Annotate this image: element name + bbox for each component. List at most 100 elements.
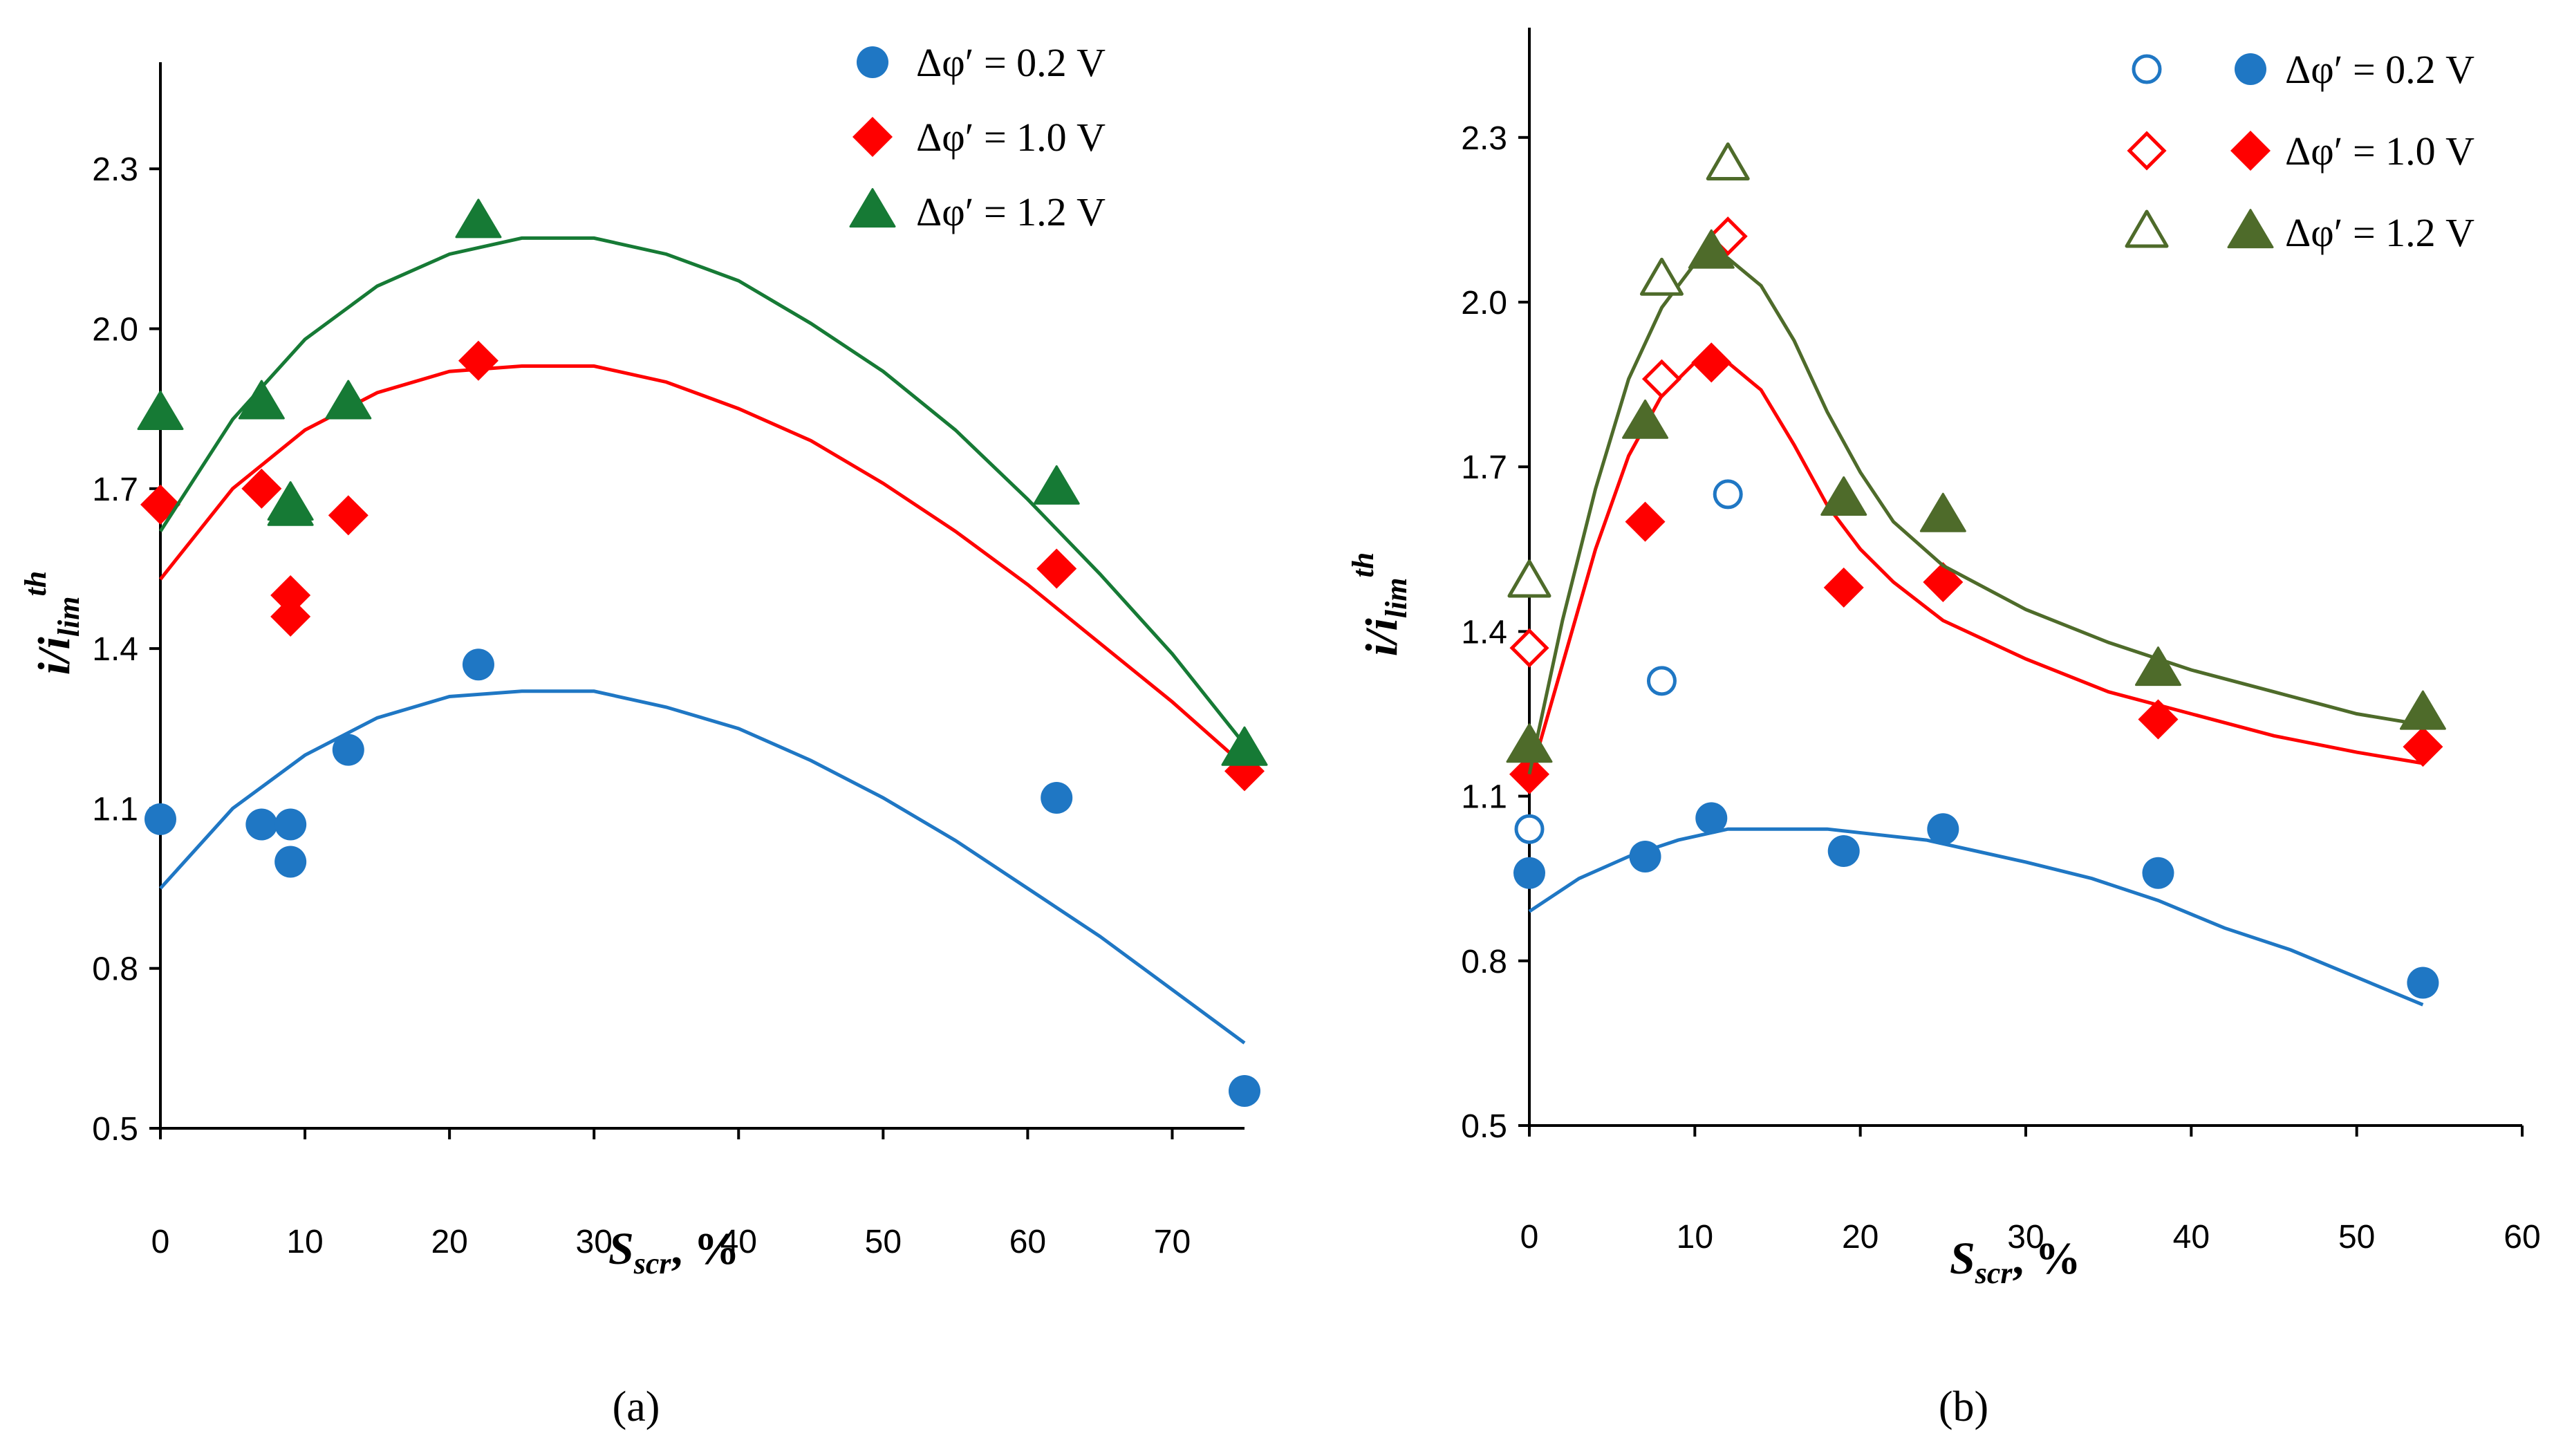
data-point <box>1919 492 1966 532</box>
data-point <box>1513 857 1545 889</box>
y-axis-label-sup: th <box>1346 552 1380 578</box>
x-tick-label: 20 <box>431 1224 467 1260</box>
legend-item-0: Δφ′ = 0.2 V <box>2132 47 2474 92</box>
data-point <box>2403 727 2443 767</box>
y-tick-label: 1.4 <box>1461 614 1507 651</box>
data-point <box>1823 567 1864 608</box>
data-point <box>1625 501 1666 542</box>
fit-line <box>159 364 1246 767</box>
series-1 <box>140 340 1265 792</box>
open-data-point <box>1509 628 1549 668</box>
x-tick-label: 60 <box>1009 1224 1046 1260</box>
x-tick-label: 40 <box>720 1224 757 1260</box>
y-axis-label-sub: lim <box>1379 578 1413 619</box>
data-point <box>1927 813 1959 846</box>
y-tick-label: 2.3 <box>92 151 138 188</box>
data-point <box>332 734 364 766</box>
fit-line <box>1527 256 2423 775</box>
x-tick-label: 20 <box>1842 1219 1879 1256</box>
data-point <box>455 198 502 239</box>
y-tick-label: 1.7 <box>1461 449 1507 486</box>
y-tick-label: 1.1 <box>92 791 138 828</box>
data-point <box>274 846 307 878</box>
x-tick-label: 0 <box>1520 1219 1539 1256</box>
x-tick-label: 40 <box>2173 1219 2210 1256</box>
y-axis-label-sub: lim <box>52 597 86 637</box>
data-point <box>145 803 176 835</box>
open-data-point <box>1507 559 1551 598</box>
data-point <box>2134 646 2181 687</box>
series-0 <box>1513 479 2439 1007</box>
data-point <box>1827 835 1860 867</box>
x-tick-label: 50 <box>865 1224 902 1260</box>
data-point <box>458 340 498 381</box>
data-point <box>1033 465 1080 505</box>
y-axis-label-main: i/i <box>1357 618 1407 657</box>
legend-label: Δφ′ = 1.0 V <box>2285 129 2474 174</box>
fit-line <box>1528 827 2424 1007</box>
data-point <box>1923 561 1964 602</box>
legend-label: Δφ′ = 0.2 V <box>916 40 1106 85</box>
data-point <box>270 575 311 615</box>
series-2 <box>1506 142 2446 775</box>
chart-a: 0.5 0.8 1.1 1.4 1.7 2.0 2.3 0 10 20 30 40 50 60 70 Sscr… <box>19 40 1268 1430</box>
data-point <box>274 808 307 841</box>
series-0 <box>145 648 1260 1108</box>
legend-item-2: Δφ′ = 1.2 V <box>849 188 1106 234</box>
x-axis-label: Sscr, % <box>608 1224 740 1280</box>
data-point <box>2407 967 2439 999</box>
y-axis-label-main: i/i <box>29 637 80 675</box>
data-point <box>328 495 369 536</box>
legend-item-2: Δφ′ = 1.2 V <box>2125 209 2474 255</box>
x-tick-label: 60 <box>2504 1219 2540 1256</box>
x-tick-label: 70 <box>1154 1224 1191 1260</box>
legend-item-1: Δφ′ = 1.0 V <box>2127 129 2474 174</box>
data-point <box>140 484 180 525</box>
data-point <box>1229 1075 1260 1108</box>
y-tick-label: 2.0 <box>92 312 138 348</box>
data-point <box>1820 476 1867 516</box>
x-axis-label-main: S <box>608 1224 634 1274</box>
open-data-point <box>1641 359 1682 399</box>
x-axis-label: Sscr, % <box>1950 1233 2081 1290</box>
legend-marker <box>2230 131 2271 171</box>
panel-label: (b) <box>1939 1383 1988 1430</box>
data-point <box>1688 229 1735 269</box>
y-axis-label: i/ilimth <box>19 571 86 675</box>
data-point <box>1041 781 1073 814</box>
y-tick-label: 0.8 <box>1461 944 1507 980</box>
chart-b: 0.5 0.8 1.1 1.4 1.7 2.0 2.3 0 10 20 30 40 50 60 Sscr, … <box>1346 28 2541 1430</box>
x-tick-label: 30 <box>2007 1219 2044 1256</box>
data-point <box>462 648 494 681</box>
x-tick-label: 50 <box>2338 1219 2375 1256</box>
legend-label: Δφ′ = 0.2 V <box>2285 47 2474 92</box>
data-point <box>2399 690 2446 730</box>
x-axis-label-rest: , % <box>671 1224 740 1274</box>
legend-item-1: Δφ′ = 1.0 V <box>852 115 1106 160</box>
x-tick-label: 10 <box>286 1224 323 1260</box>
data-point <box>1036 548 1077 589</box>
data-point <box>1506 723 1553 763</box>
legend-label: Δφ′ = 1.2 V <box>916 189 1106 234</box>
data-point <box>241 468 282 509</box>
x-axis-label-sub: scr <box>1975 1256 2013 1290</box>
legend-item-0: Δφ′ = 0.2 V <box>857 40 1106 85</box>
y-tick-label: 1.1 <box>1461 779 1507 816</box>
legend-marker <box>2227 209 2274 249</box>
open-data-point <box>1706 142 1750 180</box>
y-tick-label: 1.7 <box>92 472 138 508</box>
open-data-point <box>1713 479 1743 510</box>
x-axis-label-main: S <box>1950 1233 1975 1284</box>
data-point <box>2138 699 2179 740</box>
data-point <box>137 390 184 430</box>
y-axis-label: i/ilimth <box>1346 552 1413 656</box>
panel-label: (a) <box>613 1383 660 1430</box>
y-tick-label: 2.3 <box>1461 120 1507 157</box>
legend-label: Δφ′ = 1.0 V <box>916 115 1106 160</box>
y-tick-label: 0.8 <box>92 951 138 988</box>
y-tick-label: 0.5 <box>92 1111 138 1148</box>
data-point <box>1221 726 1268 766</box>
x-axis-label-sub: scr <box>633 1247 672 1280</box>
legend-open-marker <box>2132 54 2162 84</box>
legend-marker <box>852 117 893 157</box>
